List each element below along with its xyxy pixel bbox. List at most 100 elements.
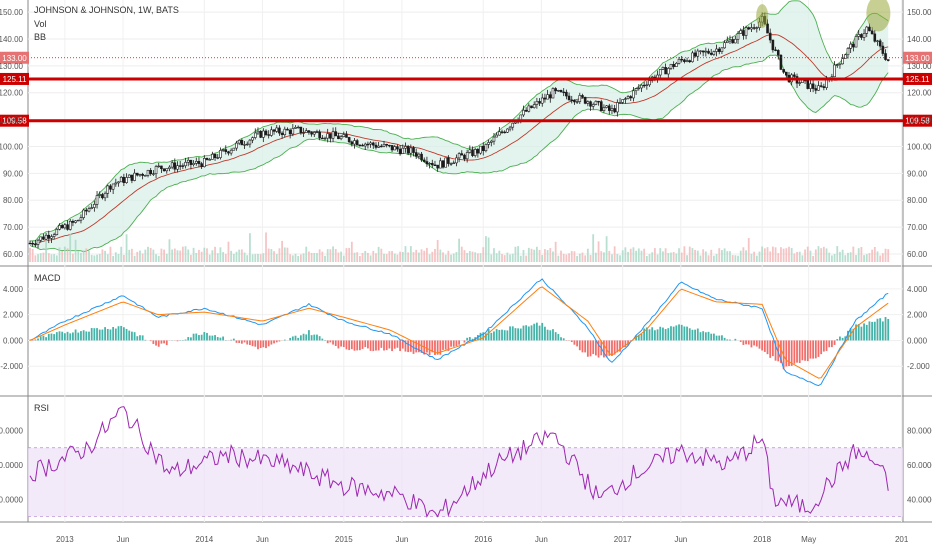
candle-body (377, 145, 380, 148)
candle-body (664, 67, 667, 75)
candle-body (430, 162, 434, 166)
volume-bar (254, 254, 257, 262)
candle-body (76, 219, 80, 222)
candle-body (262, 130, 265, 138)
volume-bar (699, 255, 702, 262)
candle-body (693, 52, 697, 57)
volume-bar (147, 246, 149, 262)
volume-bar (114, 252, 117, 262)
price-tick-right: 80.00 (907, 196, 928, 205)
volume-bar (98, 253, 101, 262)
volume-bar (474, 252, 477, 262)
macd-histogram-bar (297, 337, 300, 341)
macd-histogram-bar (452, 340, 455, 347)
volume-bar (517, 246, 520, 262)
volume-bar (796, 251, 798, 262)
rsi-tick-left: 40.0000 (0, 495, 24, 504)
candle-body (181, 165, 185, 167)
candle-body (535, 101, 539, 105)
candle-body (219, 150, 222, 158)
volume-bar (793, 253, 796, 262)
volume-study-label: Vol (34, 19, 47, 29)
price-tick-left: 130.00 (0, 62, 24, 71)
candle-body (82, 209, 85, 218)
macd-histogram-bar (420, 340, 423, 353)
macd-tick-right: -2.000 (907, 362, 930, 371)
macd-tick-left: -2.000 (0, 362, 23, 371)
volume-bar (442, 252, 444, 262)
candle-body (540, 97, 544, 104)
volume-bar (715, 253, 718, 262)
candle-body (873, 33, 877, 42)
candle-body (634, 88, 638, 92)
macd-histogram-bar (66, 331, 69, 341)
macd-histogram-bar (364, 340, 367, 348)
candle-body (669, 63, 673, 69)
volume-bar (871, 249, 874, 262)
volume-bar (855, 255, 857, 262)
volume-bar (605, 236, 608, 262)
candle-body (750, 27, 753, 30)
volume-bar (573, 251, 576, 262)
candle-body (304, 130, 308, 133)
candle-body (514, 121, 517, 124)
macd-histogram-bar (694, 329, 697, 341)
candle-body (380, 145, 383, 148)
volume-bar (246, 255, 249, 262)
macd-histogram-bar (353, 340, 356, 351)
volume-bar (55, 255, 58, 262)
volume-bar (120, 246, 123, 262)
volume-bar (702, 249, 705, 262)
volume-bar (519, 255, 522, 262)
candle-body (524, 109, 528, 112)
macd-histogram-bar (63, 333, 66, 341)
candle-body (337, 135, 340, 140)
candle-body (452, 162, 456, 164)
volume-bar (704, 251, 707, 262)
volume-bar (568, 253, 570, 262)
candle-body (396, 146, 399, 150)
volume-bar (844, 255, 847, 262)
volume-bar (479, 253, 482, 262)
candle-body (197, 161, 201, 164)
macd-histogram-bar (246, 340, 249, 345)
candle-body (90, 207, 93, 209)
rsi-line (29, 406, 889, 518)
volume-bar (278, 248, 281, 262)
volume-bar (361, 252, 364, 262)
macd-histogram-bar (273, 340, 275, 344)
rsi-pane (28, 406, 903, 518)
volume-bar (691, 248, 694, 262)
macd-histogram-bar (458, 340, 461, 345)
candle-body (299, 126, 303, 134)
candle-body (607, 105, 611, 111)
candle-body (307, 130, 311, 133)
candle-body (117, 181, 120, 184)
volume-bar (230, 250, 233, 262)
candle-body (366, 143, 370, 146)
candle-body (329, 133, 332, 139)
macd-histogram-bar (165, 340, 168, 346)
candle-body (229, 149, 233, 154)
macd-histogram-bar (745, 340, 747, 345)
candle-body (355, 140, 359, 146)
volume-bar (852, 246, 855, 262)
volume-bar (90, 254, 93, 262)
macd-tick-left: 4.000 (3, 285, 24, 294)
volume-bar (611, 254, 613, 262)
volume-bar (82, 250, 85, 262)
time-tick-label: May (801, 535, 816, 544)
macd-histogram-bar (125, 328, 128, 341)
top-highlight (756, 4, 769, 29)
macd-histogram-bar (61, 331, 64, 341)
candle-body (342, 134, 346, 137)
macd-histogram-bar (74, 329, 77, 341)
macd-histogram-bar (350, 340, 353, 350)
candle-body (565, 91, 568, 97)
macd-histogram-bar (37, 338, 39, 341)
volume-bar (836, 246, 839, 262)
macd-histogram-bar (680, 324, 683, 341)
macd-histogram-bar (342, 340, 345, 348)
volume-bar (785, 248, 788, 262)
